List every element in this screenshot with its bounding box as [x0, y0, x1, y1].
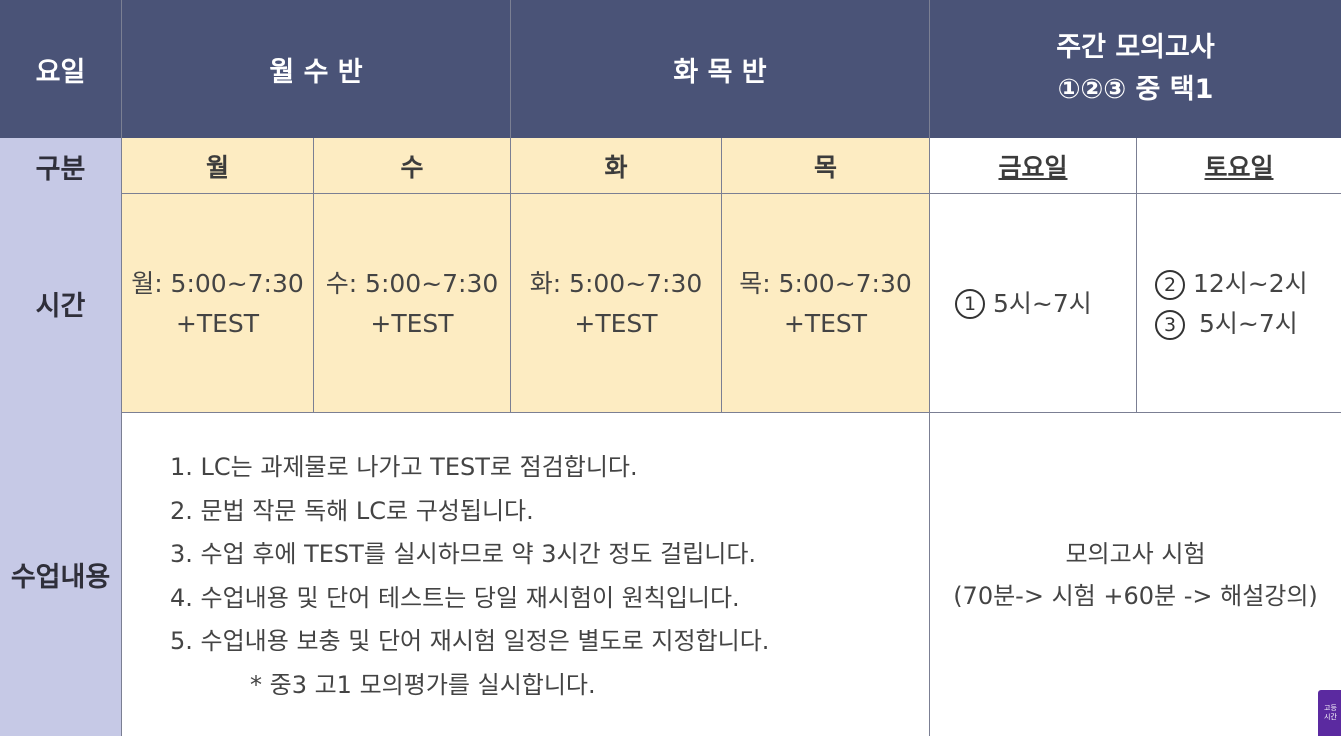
time-fri-text: 5시~7시 — [993, 288, 1092, 318]
header-day-label: 요일 — [35, 56, 86, 88]
time-mon-line2: +TEST — [175, 308, 260, 338]
mock-exam-cell: 모의고사 시험 (70분-> 시험 +60분 -> 해설강의) — [930, 413, 1341, 736]
day-thu-label: 목 — [813, 153, 837, 182]
time-sat-option-1: 2 12시~2시 — [1155, 264, 1308, 304]
divider — [313, 138, 314, 413]
mock-exam-line1: 모의고사 시험 — [1065, 539, 1206, 568]
time-sat-option-2-text: 5시~7시 — [1199, 308, 1298, 338]
class-content-list: 1. LC는 과제물로 나가고 TEST로 점검합니다. 2. 문법 작문 독해… — [170, 446, 769, 707]
content-note: * 중3 고1 모의평가를 실시합니다. — [250, 670, 596, 699]
sat-option-2-number-icon: 3 — [1155, 309, 1185, 340]
day-thu: 목 — [722, 138, 929, 194]
content-item: 5. 수업내용 보충 및 단어 재시험 일정은 별도로 지정합니다. — [170, 627, 770, 655]
content-item: 1. LC는 과제물로 나가고 TEST로 점검합니다. — [170, 453, 638, 481]
row-label-time: 시간 — [0, 194, 121, 413]
header-mon-wed: 월 수 반 — [122, 0, 510, 138]
divider — [929, 0, 930, 736]
content-item: 4. 수업내용 및 단어 테스트는 당일 재시험이 원칙입니다. — [170, 583, 740, 612]
day-fri: 금요일 — [930, 138, 1136, 194]
time-mon: 월: 5:00~7:30 +TEST — [122, 194, 313, 413]
content-item: 2. 문법 작문 독해 LC로 구성됩니다. — [170, 496, 534, 525]
divider — [510, 0, 511, 413]
divider — [721, 138, 722, 413]
content-cell — [122, 413, 929, 736]
content-item: 3. 수업 후에 TEST를 실시하므로 약 3시간 정도 걸립니다. — [170, 540, 757, 568]
day-fri-label: 금요일 — [998, 153, 1068, 182]
header-weekly-mock-sub: ①②③ 중 택1 — [1057, 74, 1214, 105]
time-wed: 수: 5:00~7:30 +TEST — [314, 194, 510, 413]
fri-option-number-icon: 1 — [955, 288, 985, 319]
mock-exam-line2: (70분-> 시험 +60분 -> 해설강의) — [953, 581, 1318, 610]
time-thu: 목: 5:00~7:30 +TEST — [722, 194, 929, 413]
time-fri: 1 5시~7시 — [930, 194, 1136, 413]
day-sat-label: 토요일 — [1204, 153, 1274, 182]
row-label-division: 구분 — [0, 138, 121, 194]
time-sat: 2 12시~2시 3 5시~7시 — [1137, 194, 1341, 413]
row-label-content: 수업내용 — [0, 413, 121, 736]
time-wed-line2: +TEST — [370, 308, 454, 338]
day-mon: 월 — [122, 138, 313, 194]
divider — [121, 193, 1341, 194]
corner-badge[interactable]: 고등 시간 — [1318, 690, 1341, 736]
time-sat-option-1-text: 12시~2시 — [1193, 268, 1308, 298]
header-weekly-mock-title: 주간 모의고사 — [1056, 32, 1215, 63]
header-weekly-mock: 주간 모의고사 ①②③ 중 택1 — [930, 0, 1341, 138]
header-day: 요일 — [0, 0, 121, 138]
day-wed-label: 수 — [400, 153, 424, 182]
time-tue-line2: +TEST — [574, 308, 658, 338]
row-label-content-text: 수업내용 — [10, 562, 111, 593]
row-label-time-text: 시간 — [35, 291, 86, 322]
corner-badge-line1: 고등 — [1324, 704, 1337, 712]
corner-badge-line2: 시간 — [1324, 713, 1337, 721]
header-mon-wed-label: 월 수 반 — [269, 56, 363, 88]
row-label-division-text: 구분 — [35, 153, 86, 185]
time-tue-line1: 화: 5:00~7:30 — [529, 268, 703, 298]
divider — [1136, 138, 1137, 413]
time-thu-line1: 목: 5:00~7:30 — [739, 268, 912, 298]
header-tue-thu: 화 목 반 — [511, 0, 929, 138]
time-thu-line2: +TEST — [783, 308, 868, 338]
header-tue-thu-label: 화 목 반 — [673, 56, 767, 88]
day-sat: 토요일 — [1137, 138, 1341, 194]
divider — [121, 0, 122, 736]
time-sat-option-2: 3 5시~7시 — [1155, 304, 1298, 344]
day-tue: 화 — [511, 138, 721, 194]
time-wed-line1: 수: 5:00~7:30 — [325, 268, 499, 298]
divider — [121, 412, 1341, 413]
day-wed: 수 — [314, 138, 510, 194]
sat-option-1-number-icon: 2 — [1155, 269, 1185, 300]
day-tue-label: 화 — [604, 153, 628, 182]
time-mon-line1: 월: 5:00~7:30 — [131, 268, 304, 298]
time-tue: 화: 5:00~7:30 +TEST — [511, 194, 721, 413]
day-mon-label: 월 — [205, 153, 229, 182]
